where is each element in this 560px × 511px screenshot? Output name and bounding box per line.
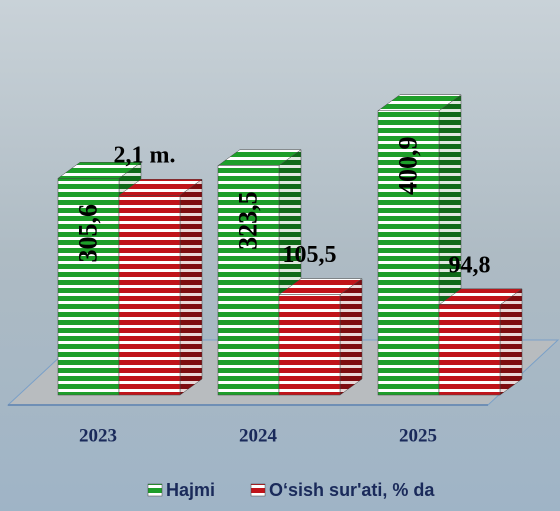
- bar-front: [217, 165, 280, 396]
- legend-swatch: [250, 483, 266, 497]
- bar: [57, 161, 142, 396]
- bar-front: [57, 178, 120, 396]
- x-tick-label: 2023: [79, 425, 117, 446]
- bar-side: [339, 278, 363, 396]
- x-tick-label: 2024: [239, 425, 278, 446]
- legend-label: Hajmi: [166, 480, 215, 500]
- value-label: 2,1 m.: [114, 143, 176, 169]
- value-label: 305,6: [73, 204, 102, 263]
- value-label: 94,8: [449, 252, 491, 278]
- bar-front: [118, 194, 181, 396]
- bar-front: [377, 110, 440, 396]
- bar-front: [438, 304, 501, 396]
- bar-side: [179, 178, 203, 396]
- bar: [438, 288, 523, 396]
- legend-label: O‘sish sur'ati, % da: [269, 480, 435, 500]
- x-tick-label: 2025: [399, 425, 437, 446]
- value-label: 400,9: [393, 136, 422, 195]
- legend-swatch: [147, 483, 163, 497]
- bar: [118, 178, 203, 396]
- bar-side: [499, 288, 523, 396]
- bar-front: [278, 294, 341, 396]
- value-label: 105,5: [283, 242, 337, 268]
- bar: [278, 278, 363, 396]
- value-label: 323,5: [233, 191, 262, 250]
